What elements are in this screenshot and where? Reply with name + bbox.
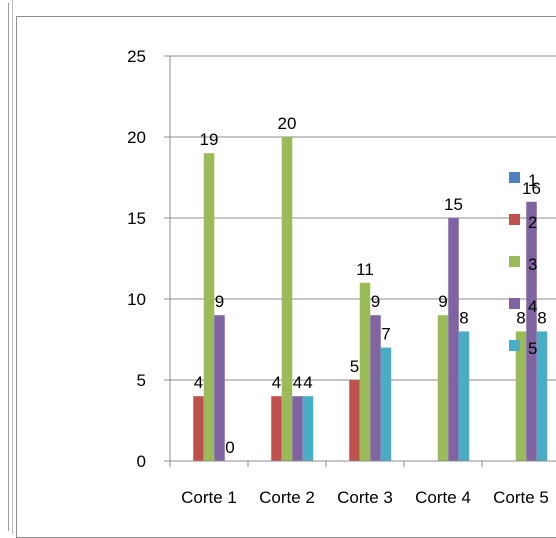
bar	[370, 315, 381, 461]
bar	[281, 137, 293, 461]
bar	[526, 201, 537, 462]
bar	[515, 331, 527, 461]
data-label: 9	[215, 292, 224, 311]
legend-swatch	[509, 298, 520, 309]
frame-divider	[12, 0, 13, 534]
data-label: 16	[522, 179, 541, 198]
bar	[536, 331, 548, 461]
y-tick-label: 10	[127, 290, 146, 309]
data-label: 8	[516, 308, 525, 327]
data-label: 4	[194, 373, 203, 392]
legend-label: 2	[528, 213, 537, 232]
data-label: 8	[537, 308, 546, 327]
legend-swatch	[509, 256, 520, 267]
legend-label: 4	[528, 297, 537, 316]
bar	[359, 282, 371, 461]
x-tick-label: Corte 5	[493, 488, 549, 507]
x-tick-label: Corte 2	[259, 488, 315, 507]
bar	[448, 218, 459, 461]
data-label: 20	[278, 114, 297, 133]
bar	[271, 396, 282, 461]
outer-frame	[3, 3, 9, 531]
legend-label: 1	[528, 171, 537, 190]
y-tick-label: 25	[127, 47, 146, 66]
data-label: 19	[200, 130, 219, 149]
bar	[203, 153, 215, 461]
bar	[302, 396, 314, 461]
legend-label: 5	[528, 339, 537, 358]
data-label: 0	[225, 438, 234, 457]
bar	[349, 380, 360, 461]
x-tick-label: Corte 3	[337, 488, 393, 507]
bar	[380, 347, 392, 461]
legend-label: 3	[528, 255, 537, 274]
bar	[292, 396, 303, 461]
y-tick-label: 20	[127, 128, 146, 147]
bar	[437, 315, 449, 461]
bar	[193, 396, 204, 461]
y-tick-label: 0	[137, 452, 146, 471]
data-label: 11	[356, 260, 374, 279]
data-label: 7	[381, 325, 390, 344]
legend-swatch	[509, 214, 520, 225]
x-tick-label: Corte 4	[415, 488, 471, 507]
y-tick-label: 15	[127, 209, 146, 228]
legend-swatch	[509, 340, 520, 351]
x-tick-label: Corte 1	[181, 488, 237, 507]
data-label: 5	[350, 357, 359, 376]
data-label: 4	[272, 373, 281, 392]
y-tick-label: 5	[137, 371, 146, 390]
data-label: 9	[371, 292, 380, 311]
data-label: 4	[293, 373, 302, 392]
bar	[458, 331, 470, 461]
legend-swatch	[509, 172, 520, 183]
data-label: 8	[459, 308, 468, 327]
bar	[214, 315, 225, 461]
data-label: 15	[444, 195, 463, 214]
data-label: 4	[303, 373, 312, 392]
data-label: 9	[438, 292, 447, 311]
